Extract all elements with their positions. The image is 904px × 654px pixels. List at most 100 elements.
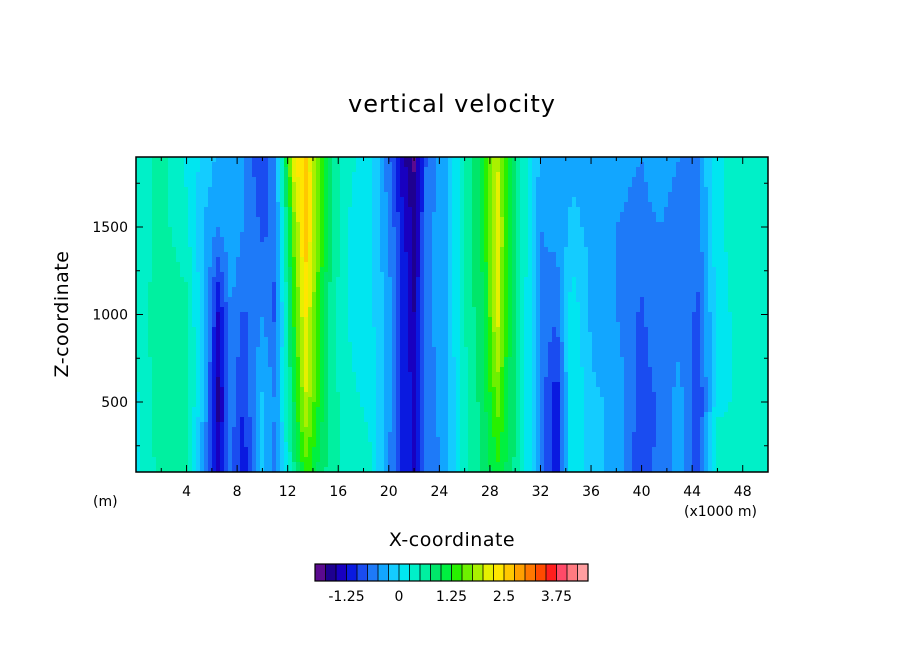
heatmap-cell — [644, 217, 649, 223]
heatmap-cell — [652, 227, 657, 233]
heatmap-cell — [300, 167, 305, 173]
heatmap-cell — [168, 297, 173, 303]
heatmap-cell — [536, 222, 541, 228]
heatmap-cell — [680, 262, 685, 268]
heatmap-cell — [256, 307, 261, 313]
heatmap-cell — [272, 187, 277, 193]
heatmap-cell — [644, 272, 649, 278]
heatmap-cell — [388, 262, 393, 268]
heatmap-cell — [152, 302, 157, 308]
heatmap-cell — [744, 232, 749, 238]
heatmap-cell — [408, 217, 413, 223]
heatmap-cell — [216, 282, 221, 288]
heatmap-cell — [628, 247, 633, 253]
heatmap-cell — [500, 217, 505, 223]
heatmap-cell — [268, 287, 273, 293]
heatmap-cell — [316, 167, 321, 173]
heatmap-cell — [280, 157, 285, 163]
heatmap-cell — [620, 182, 625, 188]
heatmap-cell — [348, 157, 353, 163]
heatmap-cell — [684, 207, 689, 213]
heatmap-cell — [528, 162, 533, 168]
heatmap-cell — [508, 187, 513, 193]
heatmap-cell — [332, 187, 337, 193]
heatmap-cell — [716, 247, 721, 253]
heatmap-cell — [212, 297, 217, 303]
heatmap-cell — [344, 187, 349, 193]
heatmap-cell — [536, 227, 541, 233]
heatmap-cell — [376, 297, 381, 303]
heatmap-cell — [324, 267, 329, 273]
heatmap-cell — [692, 222, 697, 228]
heatmap-cell — [340, 292, 345, 298]
heatmap-cell — [428, 167, 433, 173]
heatmap-cell — [400, 222, 405, 228]
heatmap-cell — [692, 172, 697, 178]
heatmap-cell — [464, 297, 469, 303]
heatmap-cell — [516, 257, 521, 263]
heatmap-cell — [532, 247, 537, 253]
heatmap-cell — [572, 172, 577, 178]
heatmap-cell — [160, 157, 165, 163]
heatmap-cell — [552, 232, 557, 238]
heatmap-cell — [280, 277, 285, 283]
heatmap-cell — [364, 182, 369, 188]
heatmap-cell — [340, 277, 345, 283]
heatmap-cell — [704, 282, 709, 288]
heatmap-cell — [600, 157, 605, 163]
heatmap-cell — [144, 297, 149, 303]
heatmap-cell — [748, 282, 753, 288]
heatmap-cell — [156, 227, 161, 233]
heatmap-cell — [600, 167, 605, 173]
heatmap-cell — [284, 307, 289, 313]
heatmap-cell — [616, 202, 621, 208]
heatmap-cell — [620, 292, 625, 298]
heatmap-cell — [616, 242, 621, 248]
heatmap-cell — [584, 202, 589, 208]
heatmap-cell — [272, 277, 277, 283]
heatmap-cell — [728, 197, 733, 203]
heatmap-cell — [668, 242, 673, 248]
heatmap-cell — [432, 302, 437, 308]
heatmap-cell — [224, 192, 229, 198]
heatmap-cell — [200, 167, 205, 173]
heatmap-cell — [712, 247, 717, 253]
heatmap-cell — [292, 257, 297, 263]
heatmap-cell — [364, 292, 369, 298]
heatmap-cell — [452, 302, 457, 308]
heatmap-cell — [260, 207, 265, 213]
heatmap-cell — [176, 272, 181, 278]
heatmap-cell — [348, 312, 353, 318]
heatmap-cell — [696, 187, 701, 193]
heatmap-cell — [592, 302, 597, 308]
heatmap-cell — [240, 247, 245, 253]
heatmap-cell — [372, 232, 377, 238]
heatmap-cell — [480, 227, 485, 233]
heatmap-cell — [340, 187, 345, 193]
heatmap-cell — [256, 212, 261, 218]
heatmap-cell — [536, 167, 541, 173]
heatmap-cell — [428, 277, 433, 283]
heatmap-cell — [708, 197, 713, 203]
heatmap-cell — [596, 192, 601, 198]
heatmap-cell — [284, 292, 289, 298]
heatmap-cell — [344, 262, 349, 268]
heatmap-cell — [148, 237, 153, 243]
heatmap-cell — [332, 202, 337, 208]
heatmap-cell — [164, 217, 169, 223]
heatmap-cell — [152, 157, 157, 163]
heatmap-cell — [264, 162, 269, 168]
heatmap-cell — [528, 172, 533, 178]
heatmap-cell — [448, 312, 453, 318]
heatmap-cell — [596, 272, 601, 278]
heatmap-cell — [324, 177, 329, 183]
heatmap-cell — [752, 167, 757, 173]
heatmap-cell — [416, 192, 421, 198]
heatmap-cell — [248, 202, 253, 208]
heatmap-cell — [192, 307, 197, 313]
heatmap-cell — [624, 267, 629, 273]
heatmap-cell — [632, 212, 637, 218]
heatmap-cell — [196, 172, 201, 178]
heatmap-cell — [424, 302, 429, 308]
heatmap-cell — [688, 232, 693, 238]
